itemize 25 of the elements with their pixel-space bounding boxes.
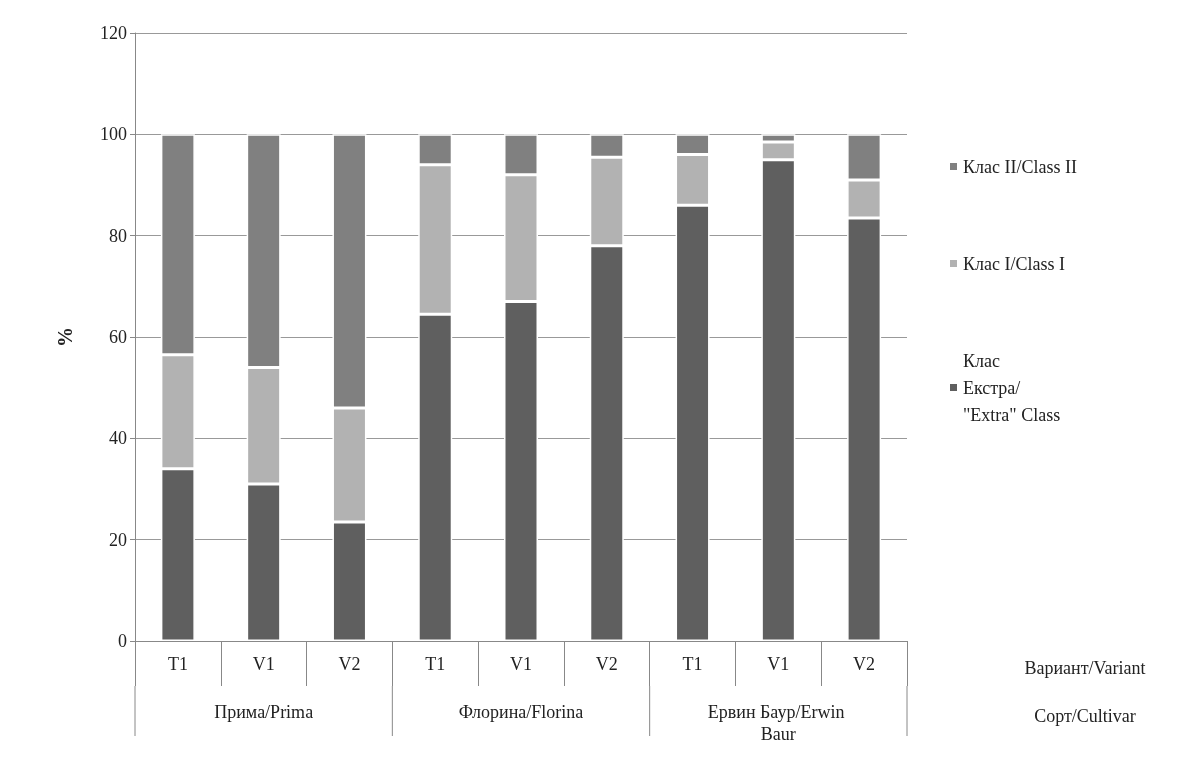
y-tick-label: 100 [100,124,127,145]
y-tick-label: 40 [109,428,127,449]
x-tick-label: V2 [853,654,876,674]
x-tick-label: V1 [767,654,790,674]
x-tick-label: V2 [595,654,618,674]
text: Ервин Баур/Erwin Baur [707,702,849,744]
y-tick-label: 60 [109,327,127,347]
legend-label: Клас II/Class II [963,156,1077,177]
x-tick-label: T1 [167,654,188,674]
x-tick-label: T1 [425,654,446,674]
x-tick-label: V2 [338,654,361,674]
y-tick-label: 80 [109,225,127,246]
text: Прима/Prima [214,702,314,722]
x-tick-label: V1 [510,654,532,674]
y-tick-label: 0 [118,631,127,651]
y-tick-label: 20 [109,529,127,550]
x-tick-label: T1 [682,654,703,674]
legend-label: Клас Екстра/"Extra" Class [963,350,1061,425]
text: Флорина/Florina [458,702,584,722]
y-axis-title: % [54,327,76,347]
legend-label: Клас I/Class I [963,253,1065,274]
y-tick-label: 120 [100,23,127,43]
text: Сорт/Cultivar [1034,706,1136,726]
x-tick-label: V1 [252,654,275,674]
text: Вариант/Variant [1024,658,1146,678]
